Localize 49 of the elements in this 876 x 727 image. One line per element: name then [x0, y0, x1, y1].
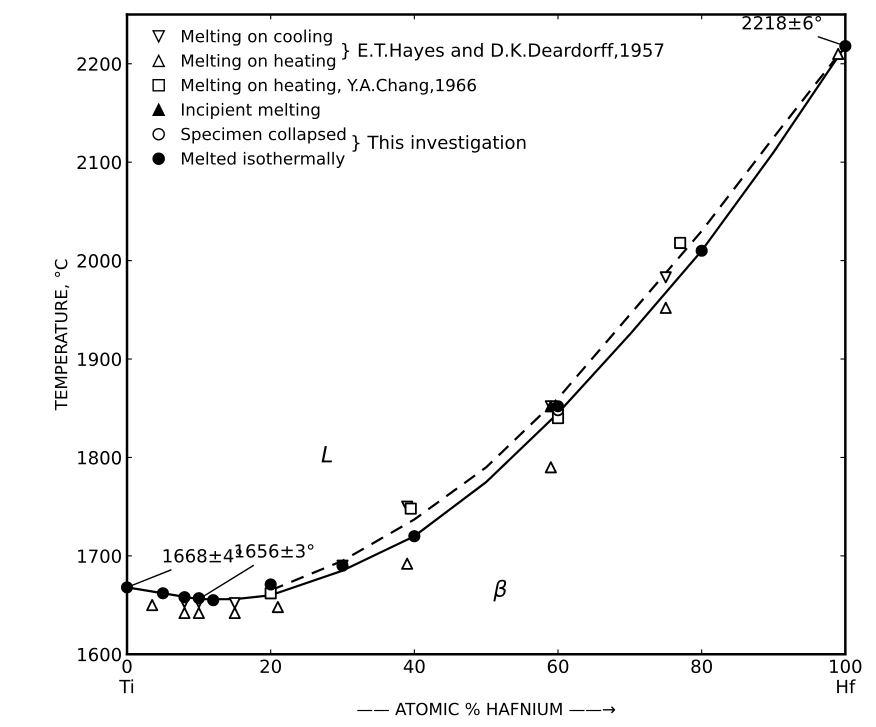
legend-label: Melting on heating, Y.A.Chang,1966 [182, 78, 476, 95]
point [660, 271, 672, 284]
point [264, 578, 277, 590]
point [696, 244, 708, 257]
annotation: β [493, 580, 506, 602]
x-tick-label: 0 Ti [119, 659, 134, 694]
point [178, 606, 191, 620]
y-tick-label: 1700 [78, 549, 121, 563]
y-tick-label: 2200 [78, 57, 121, 71]
annotation: } E.T.Hayes and D.K.Deardorff,1957 [342, 42, 664, 60]
point [156, 587, 169, 600]
legend-label: Incipient melting [182, 102, 320, 120]
point [674, 236, 686, 249]
point [178, 591, 191, 604]
x-axis-title: —— ATOMIC % HAFNIUM ——→ [357, 702, 616, 716]
x-tick-label: 60 [548, 659, 568, 674]
point [272, 601, 284, 614]
annotation: 2218±6° [742, 16, 822, 30]
y-tick-label: 2100 [78, 156, 121, 170]
x-tick-label: 100 Hf [830, 659, 862, 694]
y-tick-label: 1900 [78, 352, 121, 366]
point [544, 461, 557, 474]
point [228, 606, 241, 620]
point [207, 594, 220, 606]
point [552, 400, 564, 412]
y-tick-label: 2000 [78, 254, 121, 268]
x-tick-label: 20 [260, 659, 281, 674]
legend-label: Specimen collapsed [181, 127, 346, 144]
point [401, 558, 414, 570]
point [839, 40, 852, 52]
y-tick-label: 1800 [78, 450, 121, 465]
point [832, 48, 844, 60]
point [192, 606, 205, 620]
point [192, 592, 205, 604]
point [228, 597, 241, 610]
x-tick-label: 40 [404, 659, 425, 674]
point [660, 302, 672, 314]
x-tick-label: 80 [691, 659, 712, 674]
y-tick-label: 1600 [78, 648, 121, 662]
legend-label: Melted isothermally [182, 152, 345, 168]
point [120, 581, 134, 594]
legend-label: Melting on cooling [182, 30, 332, 46]
annotation: } This investigation [352, 135, 526, 153]
point [404, 502, 417, 515]
point [408, 530, 420, 542]
point [146, 599, 158, 612]
legend-label: Melting on heating [182, 54, 336, 70]
y-axis-title: TEMPERATURE, °C [54, 259, 70, 410]
annotation: L [322, 446, 332, 462]
